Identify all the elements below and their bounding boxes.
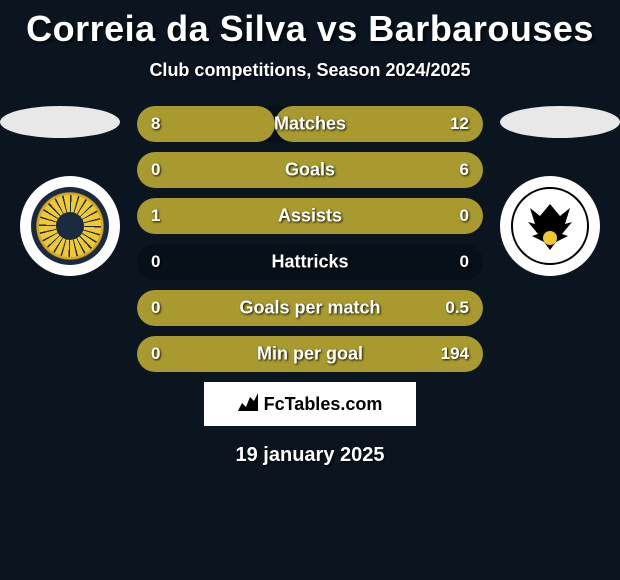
comparison-infographic: Correia da Silva vs Barbarouses Club com… — [0, 0, 620, 580]
club-badge-left — [20, 176, 120, 276]
stat-label: Matches — [274, 114, 346, 135]
club-badge-right — [500, 176, 600, 276]
date-label: 19 january 2025 — [0, 444, 620, 467]
page-title: Correia da Silva vs Barbarouses — [0, 0, 620, 50]
stat-value-right: 0.5 — [445, 298, 469, 318]
stat-value-left: 0 — [151, 252, 160, 272]
stat-row: 0 0.5 Goals per match — [137, 290, 483, 326]
stat-value-right: 6 — [460, 160, 469, 180]
stat-value-left: 0 — [151, 160, 160, 180]
stat-label: Goals — [285, 160, 335, 181]
stat-label: Assists — [278, 206, 342, 227]
attribution-text: FcTables.com — [264, 394, 383, 415]
stat-value-right: 12 — [450, 114, 469, 134]
stat-row: 0 6 Goals — [137, 152, 483, 188]
stat-row: 0 0 Hattricks — [137, 244, 483, 280]
stat-label: Goals per match — [239, 298, 380, 319]
attribution-banner[interactable]: FcTables.com — [204, 382, 416, 426]
subtitle: Club competitions, Season 2024/2025 — [0, 60, 620, 81]
mariners-crest-icon — [31, 187, 109, 265]
stat-row: 1 0 Assists — [137, 198, 483, 234]
stat-value-left: 0 — [151, 298, 160, 318]
stat-row: 0 194 Min per goal — [137, 336, 483, 372]
stat-value-right: 0 — [460, 206, 469, 226]
stat-value-right: 194 — [441, 344, 469, 364]
player-photo-left — [0, 106, 120, 138]
stat-value-right: 0 — [460, 252, 469, 272]
stat-value-left: 0 — [151, 344, 160, 364]
main-area: 8 12 Matches 0 6 Goals 1 0 Assists 0 0 Hattricks 0 0.… — [0, 106, 620, 467]
player-photo-right — [500, 106, 620, 138]
stat-label: Hattricks — [271, 252, 348, 273]
chart-icon — [238, 393, 258, 416]
stat-label: Min per goal — [257, 344, 363, 365]
stat-value-left: 8 — [151, 114, 160, 134]
stats-table: 8 12 Matches 0 6 Goals 1 0 Assists 0 0 Hattricks 0 0.… — [137, 106, 483, 372]
stat-value-left: 1 — [151, 206, 160, 226]
stat-row: 8 12 Matches — [137, 106, 483, 142]
phoenix-crest-icon — [511, 187, 589, 265]
